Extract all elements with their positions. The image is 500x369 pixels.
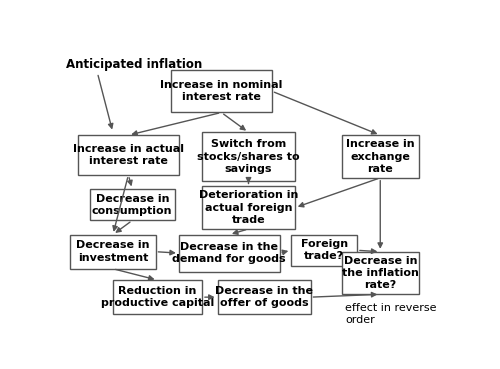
Text: Foreign
trade?: Foreign trade? bbox=[300, 239, 348, 262]
FancyBboxPatch shape bbox=[78, 135, 179, 175]
Text: Decrease in
consumption: Decrease in consumption bbox=[92, 194, 172, 216]
Text: Decrease in the
demand for goods: Decrease in the demand for goods bbox=[172, 242, 286, 264]
FancyBboxPatch shape bbox=[90, 189, 175, 220]
Text: Anticipated inflation: Anticipated inflation bbox=[66, 58, 202, 71]
FancyBboxPatch shape bbox=[113, 280, 202, 314]
FancyBboxPatch shape bbox=[70, 235, 156, 269]
Text: Reduction in
productive capital: Reduction in productive capital bbox=[101, 286, 214, 308]
Text: Increase in actual
interest rate: Increase in actual interest rate bbox=[73, 144, 184, 166]
Text: Increase in nominal
interest rate: Increase in nominal interest rate bbox=[160, 80, 282, 102]
FancyBboxPatch shape bbox=[202, 132, 295, 181]
Text: Decrease in
investment: Decrease in investment bbox=[76, 241, 150, 263]
FancyBboxPatch shape bbox=[218, 280, 310, 314]
Text: effect in reverse
order: effect in reverse order bbox=[346, 303, 437, 325]
Text: Deterioration in
actual foreign
trade: Deterioration in actual foreign trade bbox=[199, 190, 298, 225]
Text: Increase in
exchange
rate: Increase in exchange rate bbox=[346, 139, 414, 174]
FancyBboxPatch shape bbox=[179, 235, 280, 272]
FancyBboxPatch shape bbox=[291, 235, 357, 266]
FancyBboxPatch shape bbox=[342, 252, 419, 294]
FancyBboxPatch shape bbox=[171, 70, 272, 113]
FancyBboxPatch shape bbox=[342, 135, 419, 178]
Text: Decrease in the
offer of goods: Decrease in the offer of goods bbox=[215, 286, 313, 308]
Text: Switch from
stocks/shares to
savings: Switch from stocks/shares to savings bbox=[197, 139, 300, 174]
Text: Decrease in
the inflation
rate?: Decrease in the inflation rate? bbox=[342, 256, 418, 290]
FancyBboxPatch shape bbox=[202, 186, 295, 229]
